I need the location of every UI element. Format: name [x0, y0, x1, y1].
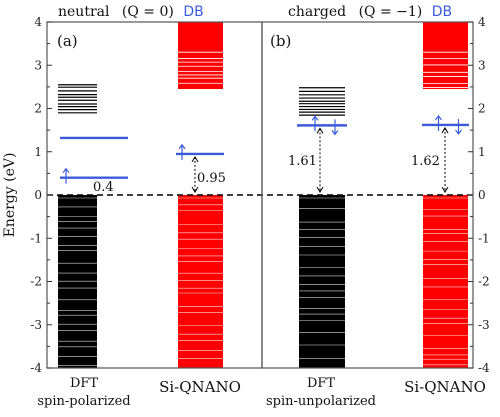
- gap-label-b2: 1.62: [411, 154, 440, 169]
- y-tick-label-right: 3: [478, 58, 486, 72]
- gap-arrow-head-down: [191, 186, 199, 193]
- spin-up-arrow-head: [62, 167, 70, 174]
- panel-b-title: charged (Q = −1) DB: [288, 4, 452, 20]
- panel-a-label: (a): [57, 32, 78, 50]
- gap-arrow-head-up: [316, 127, 324, 134]
- y-tick-label-left: 1: [34, 145, 42, 159]
- spin-down-arrow-head: [331, 130, 339, 136]
- spin-down-arrow-head: [455, 129, 462, 135]
- y-tick-label-right: -2: [478, 275, 490, 289]
- y-ticks: -4 -4 -3 -3 -2 -2 -1 -1 0 0 1 1 2 2 3 3 4 4: [30, 15, 490, 375]
- y-tick-label-right: 0: [478, 188, 486, 202]
- panel-a-title: neutral (Q = 0) DB: [58, 4, 204, 20]
- y-tick-label-right: 1: [478, 145, 486, 159]
- y-axis-label: Energy (eV): [2, 153, 18, 238]
- category-b1-line1: DFT: [307, 376, 335, 391]
- y-tick-label-left: -4: [30, 361, 42, 375]
- panel-b-label: (b): [270, 32, 291, 50]
- valence-band-a1: [58, 195, 97, 368]
- y-tick-label-right: -1: [478, 231, 490, 245]
- category-b2: Si-QNANO: [404, 378, 486, 396]
- spin-up-arrow-head: [178, 143, 186, 150]
- gap-arrow-head-down: [316, 186, 324, 193]
- valence-band-a2: [178, 195, 223, 368]
- category-a1-line2: spin-polarized: [37, 394, 130, 409]
- spin-up-arrow-head: [311, 115, 319, 121]
- y-tick-label-right: 2: [478, 102, 486, 116]
- db-level-layer: [60, 114, 469, 193]
- y-tick-label-left: -3: [30, 318, 42, 332]
- gap-label-b1: 1.61: [288, 154, 317, 169]
- y-tick-label-left: 0: [34, 188, 42, 202]
- category-b1-line2: spin-unpolarized: [266, 394, 376, 409]
- y-tick-label-left: -2: [30, 275, 42, 289]
- spin-up-arrow-head: [435, 114, 442, 121]
- y-tick-label-right: -4: [478, 361, 490, 375]
- y-tick-label-right: -3: [478, 318, 490, 332]
- gap-label-a2: 0.95: [197, 171, 226, 186]
- gap-arrow-head-down: [441, 186, 449, 193]
- valence-band-b1: [299, 195, 345, 368]
- conduction-band-b2: [423, 22, 468, 90]
- conduction-band-a2: [178, 22, 223, 90]
- category-a2: Si-QNANO: [159, 378, 241, 396]
- y-tick-label-right: 4: [478, 15, 486, 29]
- y-tick-label-left: 2: [34, 102, 42, 116]
- gap-arrow-head-up: [191, 155, 199, 163]
- band-layer: [58, 22, 468, 368]
- y-tick-label-left: 4: [34, 15, 42, 29]
- category-a1-line1: DFT: [70, 376, 98, 391]
- gap-label-a1: 0.4: [93, 180, 114, 195]
- gap-arrow-head-up: [441, 126, 449, 134]
- y-tick-label-left: 3: [34, 58, 42, 72]
- y-tick-label-left: -1: [30, 231, 42, 245]
- valence-band-b2: [423, 195, 468, 368]
